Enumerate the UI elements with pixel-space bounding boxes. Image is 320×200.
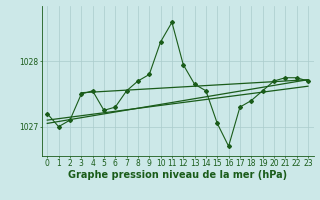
X-axis label: Graphe pression niveau de la mer (hPa): Graphe pression niveau de la mer (hPa) — [68, 170, 287, 180]
